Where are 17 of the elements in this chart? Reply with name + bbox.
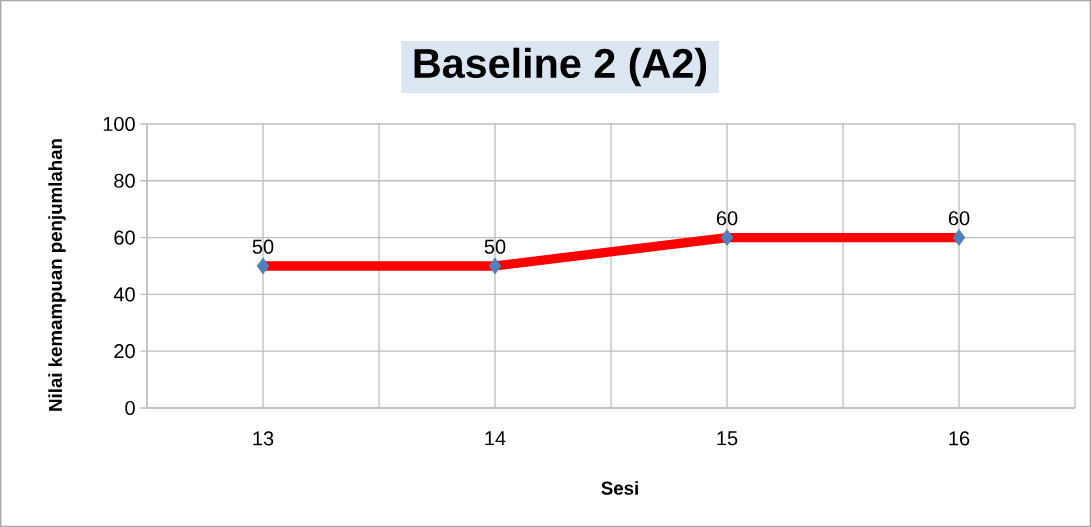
- y-tick-label: 100: [103, 116, 135, 132]
- x-axis-title: Sesi: [601, 481, 638, 495]
- x-tick-label: 13: [253, 431, 274, 446]
- y-tick-label: 80: [114, 173, 135, 188]
- data-label: 50: [252, 239, 274, 254]
- y-tick-label: 0: [125, 400, 135, 416]
- x-tick-label: 15: [717, 431, 738, 446]
- chart-title: Baseline 2 (A2): [414, 47, 707, 87]
- data-label: 60: [948, 211, 970, 226]
- y-tick-label: 60: [114, 230, 135, 245]
- y-axis-title: Nilai kemampuan penjumlahan: [48, 139, 66, 411]
- x-tick-label: 14: [485, 431, 506, 446]
- y-tick-label: 20: [114, 344, 135, 359]
- x-tick-label: 16: [949, 431, 970, 446]
- data-label: 60: [716, 211, 738, 226]
- y-tick-label: 40: [113, 287, 135, 302]
- data-label: 50: [484, 239, 506, 254]
